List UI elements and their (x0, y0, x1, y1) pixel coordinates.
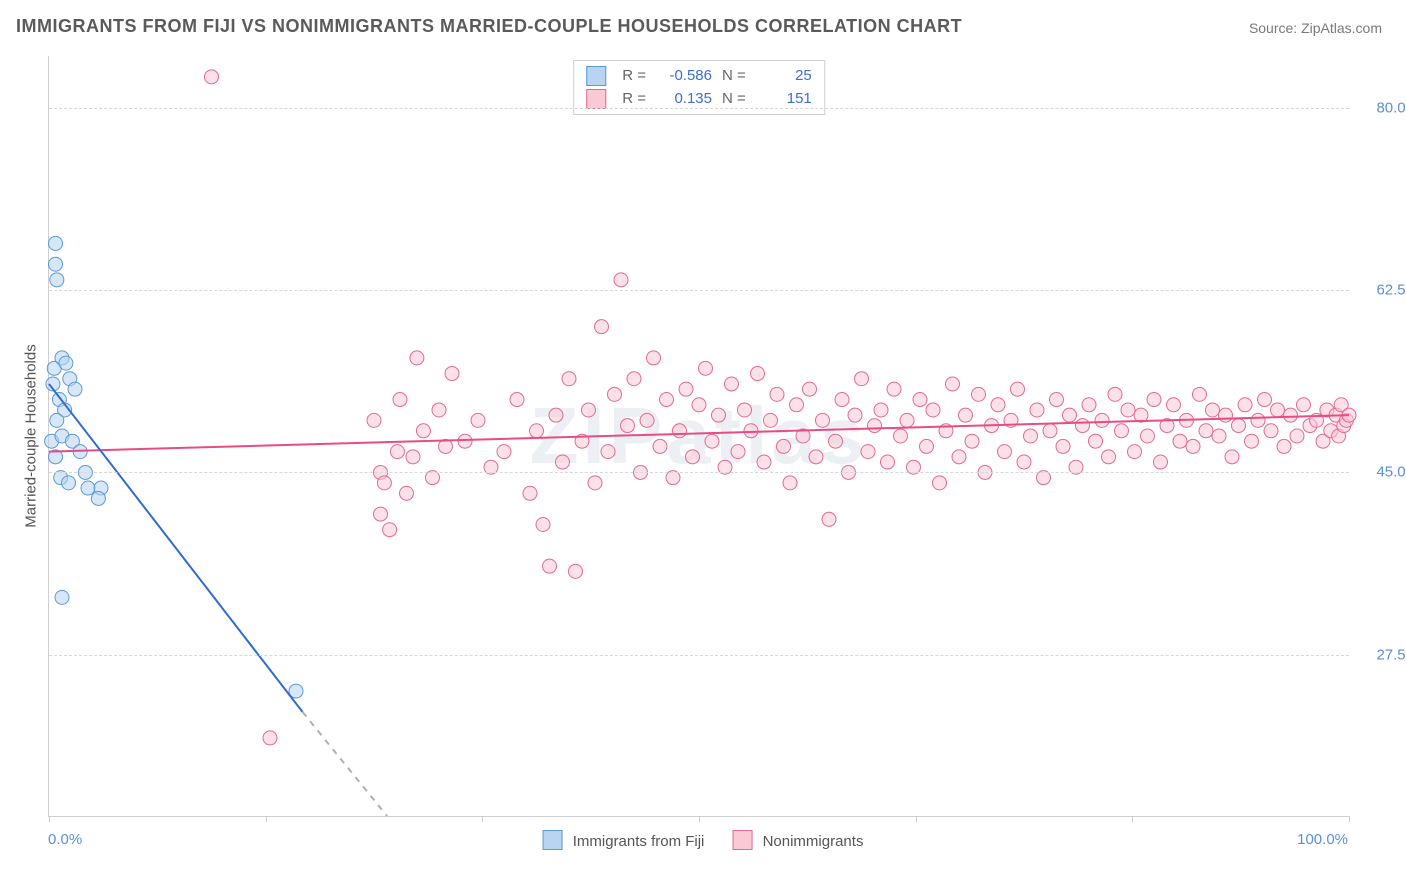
y-tick-label: 62.5% (1359, 282, 1406, 299)
y-tick-label: 45.0% (1359, 464, 1406, 481)
grid-line (49, 290, 1349, 291)
stats-r-label: R = (622, 88, 646, 111)
grid-line (49, 472, 1349, 473)
bottom-legend: Immigrants from Fiji Nonimmigrants (543, 830, 864, 850)
x-tick (482, 816, 483, 822)
x-tick (916, 816, 917, 822)
x-tick (1349, 816, 1350, 822)
stats-row-series-a: R = -0.586 N = 25 (586, 65, 812, 88)
x-tick (49, 816, 50, 822)
swatch-series-a (586, 66, 606, 86)
y-tick-label: 80.0% (1359, 100, 1406, 117)
legend-swatch-a (543, 830, 563, 850)
legend-item-b: Nonimmigrants (732, 830, 863, 850)
stats-n-value-a: 25 (756, 65, 812, 88)
swatch-series-b (586, 89, 606, 109)
x-tick (266, 816, 267, 822)
stats-legend-box: R = -0.586 N = 25 R = 0.135 N = 151 (573, 60, 825, 115)
stats-n-label: N = (722, 88, 746, 111)
legend-label-b: Nonimmigrants (763, 833, 864, 850)
x-tick (1132, 816, 1133, 822)
stats-r-value-b: 0.135 (656, 88, 712, 111)
plot-area: Married-couple Households ZIPatlas R = -… (48, 56, 1349, 817)
stats-r-value-a: -0.586 (656, 65, 712, 88)
legend-swatch-b (732, 830, 752, 850)
stats-row-series-b: R = 0.135 N = 151 (586, 88, 812, 111)
legend-item-a: Immigrants from Fiji (543, 830, 705, 850)
x-tick (699, 816, 700, 822)
stats-n-label: N = (722, 65, 746, 88)
chart-container: IMMIGRANTS FROM FIJI VS NONIMMIGRANTS MA… (0, 0, 1406, 892)
stats-r-label: R = (622, 65, 646, 88)
y-tick-label: 27.5% (1359, 646, 1406, 663)
grid-line (49, 655, 1349, 656)
x-axis-max-label: 100.0% (1297, 831, 1348, 848)
chart-title: IMMIGRANTS FROM FIJI VS NONIMMIGRANTS MA… (16, 16, 962, 37)
y-axis-label: Married-couple Households (23, 344, 40, 527)
grid-line (49, 108, 1349, 109)
source-label: Source: ZipAtlas.com (1249, 20, 1382, 36)
chart-svg (49, 56, 1349, 816)
legend-label-a: Immigrants from Fiji (573, 833, 705, 850)
x-axis-min-label: 0.0% (48, 831, 82, 848)
stats-n-value-b: 151 (756, 88, 812, 111)
